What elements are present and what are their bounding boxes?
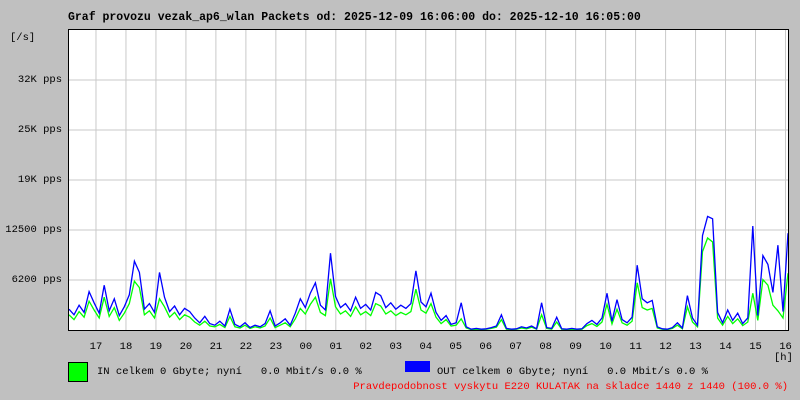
traffic-chart — [69, 30, 788, 330]
x-tick-label: 09 — [569, 341, 582, 353]
x-tick-label: 18 — [119, 341, 133, 353]
x-tick-label: 20 — [179, 341, 193, 353]
x-tick-label: 12 — [659, 341, 672, 353]
y-tick-label: 19K pps — [17, 174, 62, 186]
x-tick-label: 08 — [539, 341, 552, 353]
x-tick-label: 19 — [149, 341, 163, 353]
y-tick-label: 6200 pps — [11, 274, 62, 286]
x-tick-label: 02 — [359, 341, 373, 353]
x-tick-label: 03 — [389, 341, 403, 353]
x-tick-label: 17 — [89, 341, 103, 353]
y-tick-label: 32K pps — [17, 74, 62, 86]
series-in-line — [69, 236, 788, 330]
x-tick-label: 15 — [749, 341, 762, 353]
x-tick-label: 05 — [449, 341, 463, 353]
series-out-line — [69, 215, 788, 330]
x-tick-label: 23 — [269, 341, 283, 353]
y-axis-unit-label: [/s] — [10, 32, 36, 44]
x-tick-label: 00 — [299, 341, 313, 353]
legend-in-label: IN celkem 0 Gbyte; nyní 0.0 Mbit/s 0.0 % — [97, 366, 362, 378]
x-tick-label: 11 — [629, 341, 642, 353]
x-tick-label: 04 — [419, 341, 433, 353]
x-tick-label: 01 — [329, 341, 343, 353]
y-tick-label: 25K pps — [17, 124, 62, 136]
x-axis-unit-label: [h] — [774, 352, 793, 364]
legend-in-swatch — [68, 362, 88, 382]
plot-area — [68, 29, 789, 331]
x-tick-label: 07 — [509, 341, 522, 353]
x-tick-label: 14 — [719, 341, 732, 353]
availability-note: Pravdepodobnost vyskytu E220 KULATAK na … — [353, 381, 788, 393]
x-tick-label: 22 — [239, 341, 253, 353]
x-tick-label: 21 — [209, 341, 223, 353]
legend-out-label: OUT celkem 0 Gbyte; nyní 0.0 Mbit/s 0.0 … — [437, 366, 708, 378]
x-tick-label: 06 — [479, 341, 493, 353]
x-tick-label: 16 — [779, 341, 792, 353]
legend-out-swatch — [405, 361, 430, 372]
y-tick-label: 12500 pps — [5, 224, 62, 236]
x-tick-label: 10 — [599, 341, 612, 353]
x-tick-label: 13 — [689, 341, 702, 353]
graph-title: Graf provozu vezak_ap6_wlan Packets od: … — [68, 11, 641, 24]
